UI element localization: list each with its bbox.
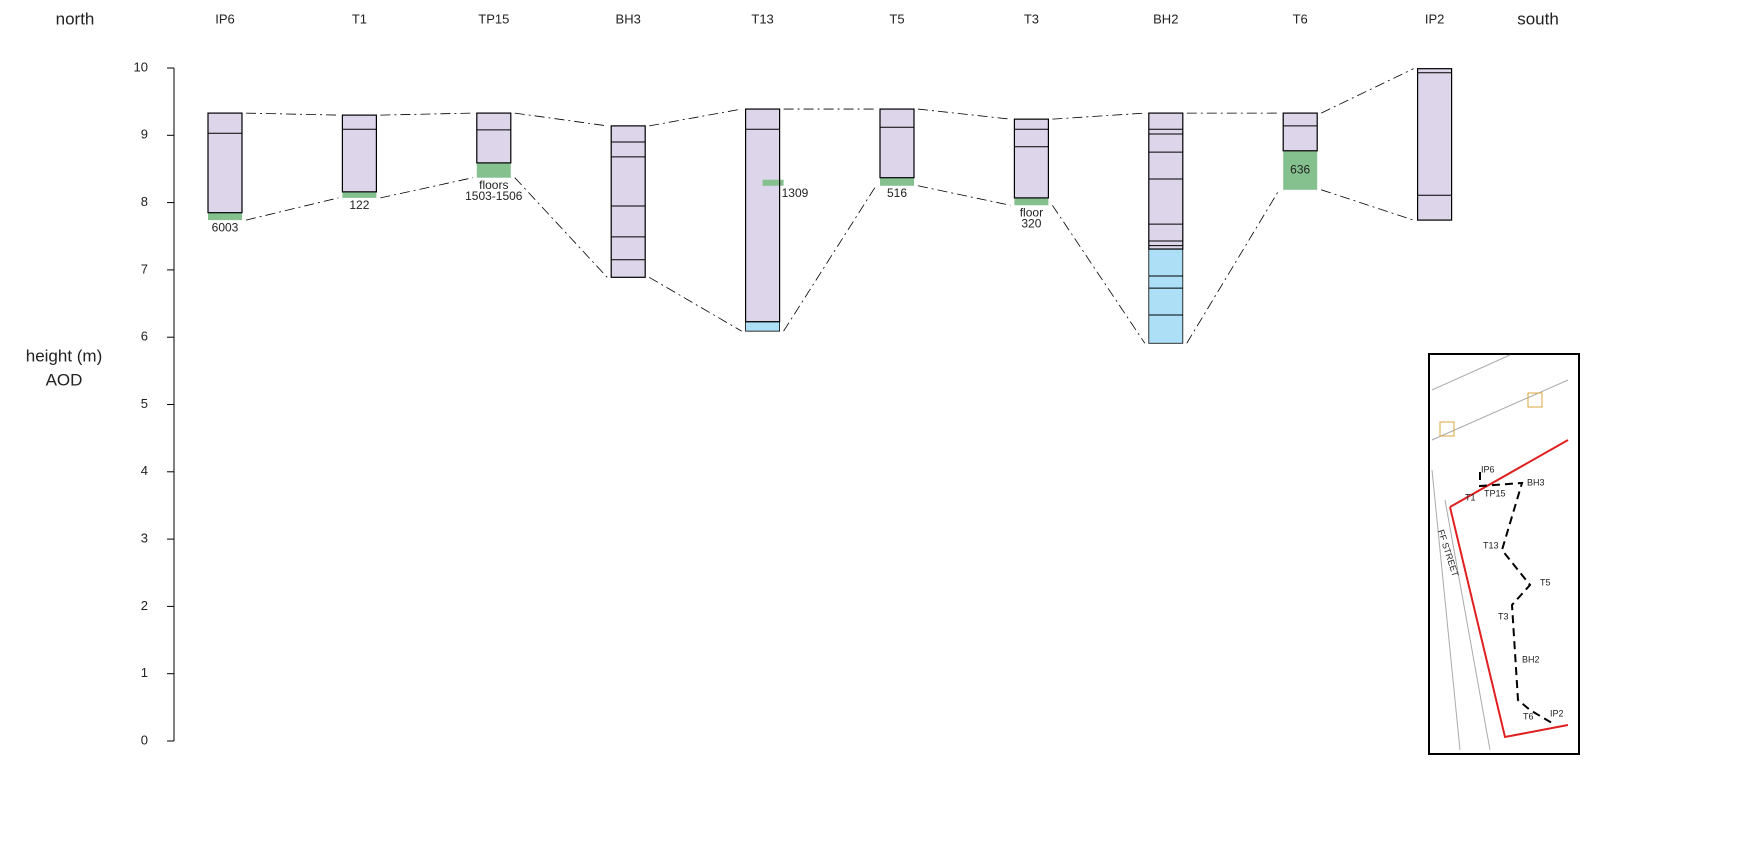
y-tick-label: 0 (141, 732, 148, 747)
connector (1052, 112, 1145, 120)
column-outline (1148, 112, 1184, 250)
map-building (1527, 392, 1543, 408)
y-tick-label: 9 (141, 127, 148, 142)
connector (1052, 205, 1146, 344)
map-label: IP2 (1550, 708, 1564, 718)
layer-column (208, 113, 242, 213)
map-label: T5 (1540, 577, 1551, 587)
y-axis-label: AOD (46, 370, 83, 389)
column-outline (1282, 112, 1318, 152)
column-name: IP6 (215, 11, 235, 26)
column-outline (879, 108, 915, 179)
map-label: BH2 (1522, 654, 1540, 664)
map-label: IP6 (1481, 464, 1495, 474)
connector (514, 177, 608, 278)
layer-column (342, 115, 377, 192)
map-building (1439, 421, 1455, 437)
column-label: 516 (887, 186, 907, 200)
connector (783, 185, 877, 332)
left-label: north (56, 9, 95, 28)
map-label: TP15 (1484, 488, 1506, 498)
y-axis-label: height (m) (26, 346, 103, 365)
y-tick-label: 7 (141, 261, 148, 276)
y-tick-label: 4 (141, 463, 148, 478)
map-label: T6 (1523, 711, 1534, 721)
column-outline (1013, 118, 1050, 199)
column-outline (476, 112, 512, 164)
connector (1321, 68, 1414, 114)
column-label: 320 (1021, 216, 1041, 230)
map-section-line (1479, 472, 1553, 724)
column-name: T1 (352, 11, 367, 26)
column-outline (207, 112, 243, 214)
column-name: BH3 (616, 11, 641, 26)
connector (1186, 189, 1280, 344)
column-label: floor (1020, 205, 1043, 219)
layer-column (880, 109, 914, 178)
map-label: BH3 (1527, 477, 1545, 487)
right-label: south (1517, 9, 1559, 28)
connector (1321, 189, 1414, 221)
layer-column (1283, 113, 1318, 151)
map-label: T1 (1465, 492, 1476, 502)
connector (380, 177, 473, 199)
water-layer (1148, 248, 1184, 344)
layer-column (611, 125, 646, 278)
map-street (1431, 354, 1569, 751)
layer-column (1417, 68, 1452, 221)
column-name: T13 (751, 11, 773, 26)
column-label: 1503-1506 (465, 189, 523, 203)
column-label: floors (479, 178, 508, 192)
y-tick-label: 1 (141, 665, 148, 680)
column-name: IP2 (1425, 11, 1445, 26)
connector (917, 108, 1011, 120)
column-label: 6003 (212, 220, 239, 234)
column-outline (610, 125, 646, 278)
column-outline (744, 108, 781, 323)
y-tick-label: 5 (141, 396, 148, 411)
connector (514, 112, 608, 127)
connector (380, 112, 473, 116)
map-label: T3 (1498, 611, 1509, 621)
column-name: T6 (1293, 11, 1308, 26)
y-tick-label: 2 (141, 598, 148, 613)
natural-layer (476, 162, 511, 178)
column-outline (1416, 68, 1453, 221)
column-name: BH2 (1153, 11, 1178, 26)
map-boundary (1449, 439, 1569, 739)
connector (917, 185, 1011, 206)
column-outline (341, 114, 377, 193)
connector (648, 276, 742, 332)
connector (649, 108, 742, 127)
natural-layer (880, 177, 914, 186)
layer-column (745, 109, 780, 322)
natural-layer (208, 212, 242, 221)
natural-layer (342, 191, 377, 198)
map-label: T13 (1483, 540, 1499, 550)
layer-column (1148, 113, 1183, 250)
column-label: 636 (1290, 162, 1310, 176)
connector (245, 197, 339, 221)
y-tick-label: 10 (134, 59, 148, 74)
y-tick-label: 8 (141, 194, 148, 209)
natural-layer (1283, 150, 1318, 190)
column-name: T5 (889, 11, 904, 26)
column-name: T3 (1024, 11, 1039, 26)
natural-layer (762, 179, 784, 186)
column-name: TP15 (478, 11, 509, 26)
water-layer (745, 321, 780, 332)
column-label: 1309 (782, 186, 809, 200)
y-tick-label: 6 (141, 329, 148, 344)
natural-layer (1014, 197, 1049, 206)
layer-column (476, 113, 511, 163)
column-label: 122 (349, 198, 369, 212)
connector (245, 112, 339, 116)
y-tick-label: 3 (141, 531, 148, 546)
layer-column (1014, 119, 1049, 198)
